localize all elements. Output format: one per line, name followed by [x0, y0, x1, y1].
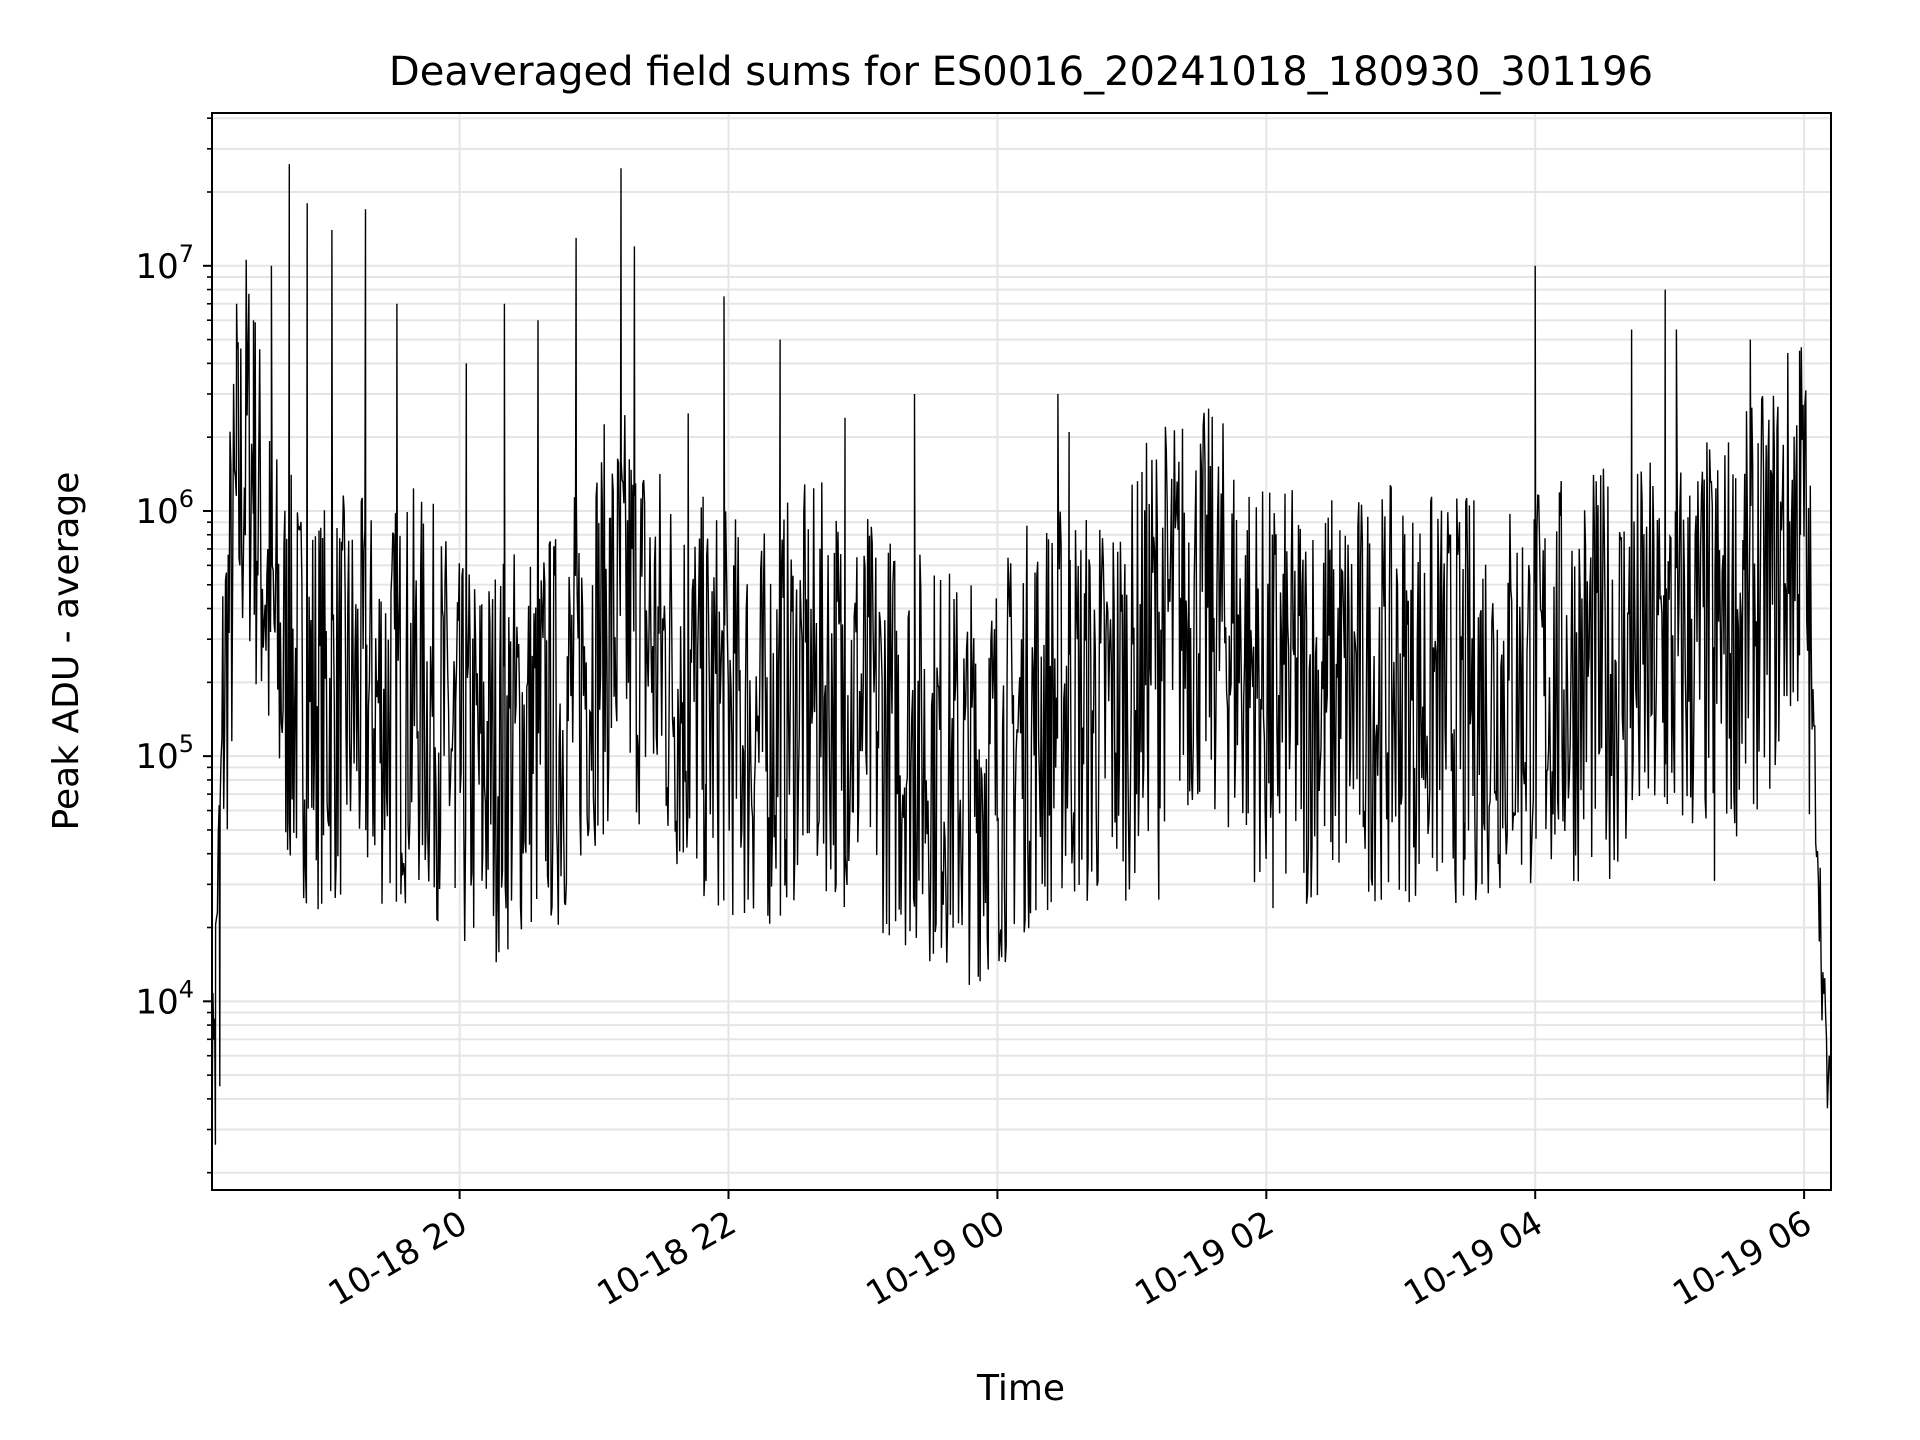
y-axis-label: Peak ADU - average: [46, 472, 87, 831]
y-tick-label: 105: [135, 730, 194, 777]
plot-area: [212, 164, 1831, 1145]
axes-frame: [211, 112, 1832, 1191]
y-axis: 104 105 106 107: [135, 117, 212, 1174]
y-tick-label: 106: [135, 485, 194, 532]
chart-title: Deaveraged field sums for ES0016_2024101…: [389, 49, 1653, 95]
y-tick-label: 107: [135, 240, 194, 287]
x-axis-label: Time: [976, 1368, 1065, 1409]
y-tick-label: 104: [135, 975, 194, 1022]
series-line: [212, 164, 1831, 1145]
